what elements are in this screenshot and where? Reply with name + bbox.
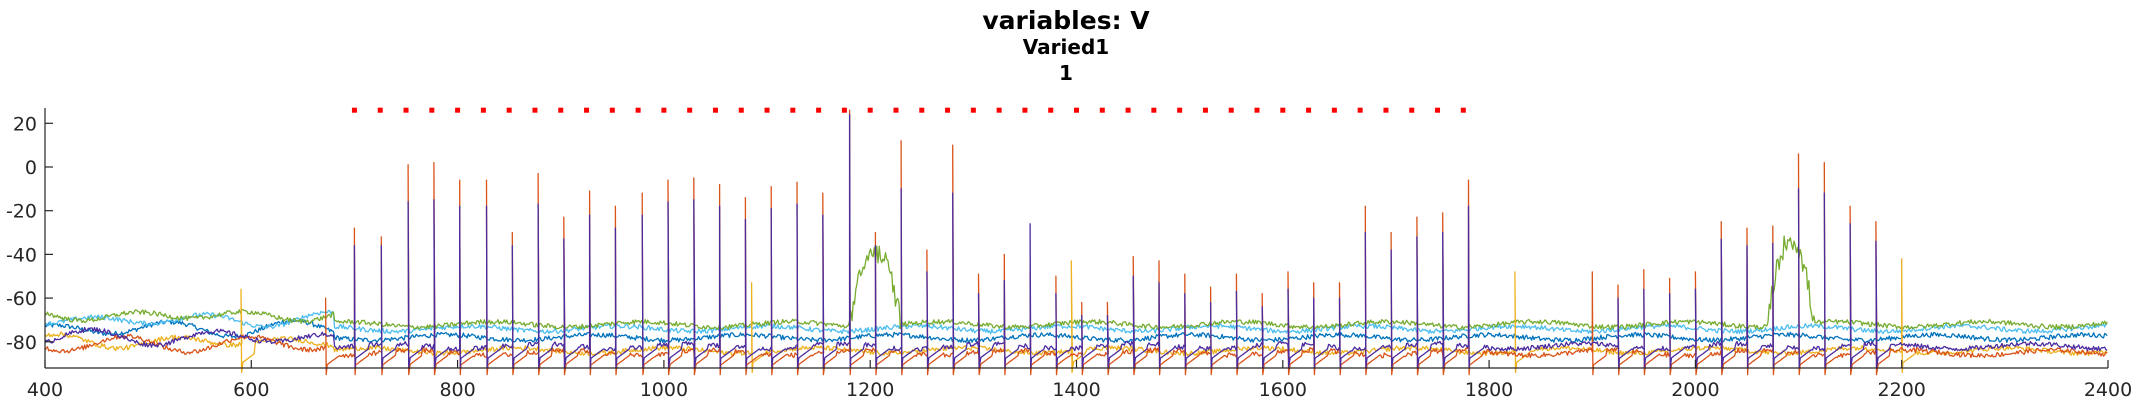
spike-train-marker — [970, 107, 976, 113]
chart-title: variables: V — [982, 6, 1150, 35]
spike-train-marker — [1357, 107, 1363, 113]
spike-train-marker — [480, 107, 486, 113]
x-tick-label: 600 — [233, 379, 269, 400]
spike-train-marker — [532, 107, 538, 113]
spike-train-marker — [558, 107, 564, 113]
x-tick-label: 2000 — [1671, 379, 1719, 400]
spike-train-marker — [1331, 107, 1337, 113]
spike-train-marker — [867, 107, 873, 113]
series-line — [44, 109, 2108, 376]
spike-train-marker — [609, 107, 615, 113]
x-tick-label: 1000 — [640, 379, 688, 400]
y-tick-label: -40 — [6, 244, 37, 266]
spike-train-marker — [893, 107, 899, 113]
spike-train-marker — [1202, 107, 1208, 113]
spike-train-marker — [816, 107, 822, 113]
spike-train-marker — [1074, 107, 1079, 113]
spike-train-marker — [661, 107, 667, 113]
spike-train-marker — [1409, 107, 1415, 113]
x-tick-label: 1600 — [1259, 379, 1307, 400]
series-line — [44, 318, 2108, 344]
y-tick-label: -80 — [6, 332, 37, 354]
spike-train-marker — [945, 107, 951, 113]
spike-train-marker — [403, 107, 409, 113]
spike-train-marker — [687, 107, 693, 113]
x-axis-ticks: 400 600 800 1000 1200 1400 1600 1800 2000 2200 240… — [27, 360, 2132, 400]
y-axis-ticks: -80 -60 -40 -20 0 20 — [6, 113, 53, 354]
spike-train-marker — [584, 107, 590, 113]
spike-train-marker — [1228, 107, 1234, 113]
x-tick-label: 2200 — [1878, 379, 1926, 400]
x-tick-label: 400 — [27, 379, 63, 400]
spike-train-marker — [351, 107, 357, 113]
spike-train-marker — [1383, 107, 1389, 113]
chart-subtitle-2: 1 — [1059, 61, 1073, 85]
spike-train-marker — [738, 107, 744, 113]
spike-train-marker — [377, 107, 383, 113]
x-tick-label: 800 — [439, 379, 475, 400]
y-tick-label: -20 — [6, 201, 37, 223]
spike-train-marker — [1460, 107, 1466, 113]
x-tick-label: 2400 — [2084, 379, 2132, 400]
spike-train-marker — [1125, 107, 1131, 113]
axes: 400 600 800 1000 1200 1400 1600 1800 2000 2200 240… — [6, 108, 2132, 400]
y-tick-label: 20 — [13, 113, 37, 135]
spike-train-marker — [1435, 107, 1441, 113]
spike-train-marker — [1254, 107, 1260, 113]
spike-train-marker — [841, 107, 847, 113]
spike-train-marker — [635, 107, 641, 113]
spike-train-marker — [1048, 107, 1054, 113]
x-tick-label: 1400 — [1052, 379, 1100, 400]
series-line — [44, 258, 2108, 374]
spike-train-marker — [996, 107, 1002, 113]
spike-train-marker — [712, 107, 718, 113]
spike-train-marker — [455, 107, 461, 113]
spike-train-marker — [1280, 107, 1286, 113]
chart-subtitle: Varied1 — [1023, 35, 1109, 59]
y-tick-label: 0 — [25, 157, 37, 179]
y-tick-label: -60 — [6, 288, 37, 310]
x-tick-label: 1800 — [1465, 379, 1513, 400]
series-line — [44, 113, 2108, 369]
x-tick-label: 1200 — [846, 379, 894, 400]
spike-train-marker — [1099, 107, 1105, 113]
spike-train-marker — [429, 107, 435, 113]
spike-train-marker — [764, 107, 770, 113]
spike-train-marker — [506, 107, 512, 113]
series-line — [44, 235, 2108, 330]
spike-train-marker — [1306, 107, 1312, 113]
spike-train-marker — [1177, 107, 1183, 113]
spike-train-marker — [790, 107, 796, 113]
spike-train-marker — [1151, 107, 1157, 113]
plot-area: 400 600 800 1000 1200 1400 1600 1800 2000 2200 240… — [6, 107, 2132, 400]
spike-train-marker — [919, 107, 925, 113]
spike-train-markers — [351, 107, 1466, 113]
spike-train-marker — [1022, 107, 1028, 113]
series-line — [44, 309, 2108, 335]
series-layer — [44, 109, 2108, 376]
